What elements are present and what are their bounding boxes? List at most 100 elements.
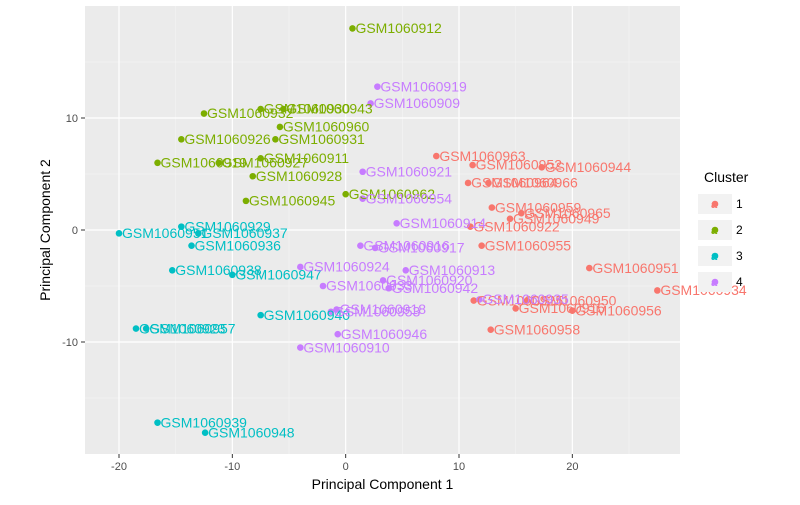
point-label: GSM1060959 [495, 199, 582, 215]
x-tick-label: 10 [453, 461, 465, 473]
point-label: GSM1060911 [264, 150, 350, 166]
point-label: GSM1060916 [363, 237, 450, 253]
data-point [433, 152, 440, 160]
data-point [488, 204, 496, 211]
legend-key-letter: a [711, 251, 718, 263]
data-point [586, 264, 593, 272]
data-point [257, 155, 264, 162]
point-label: GSM1060924 [303, 259, 390, 275]
data-point [249, 172, 257, 180]
legend-key-point [711, 252, 719, 260]
x-tick-label: -10 [224, 461, 240, 473]
point-labels: GSM1060963GSM1060952GSM1060944GSM1060964… [122, 20, 747, 440]
legend-entry-label: 4 [736, 275, 743, 289]
point-label: GSM1060927 [222, 155, 309, 171]
data-point [342, 190, 349, 198]
point-label: GSM1060922 [473, 218, 560, 234]
data-point [334, 330, 342, 338]
point-label: GSM1060943 [286, 101, 373, 117]
legend-key-letter: a [711, 225, 718, 237]
point-label: GSM1060958 [494, 321, 581, 337]
data-point [327, 308, 335, 316]
point-label: GSM1060937 [201, 225, 288, 241]
data-point [359, 195, 366, 202]
data-point [168, 267, 176, 274]
legend: Cluster a 1 a 2 a 3 a 4 [698, 169, 749, 292]
legend-key-point [711, 226, 719, 234]
data-point [538, 163, 546, 171]
point-label: GSM1060925 [477, 292, 564, 308]
data-point [385, 284, 393, 292]
point-label: GSM1060931 [278, 131, 365, 147]
legend-title: Cluster [704, 169, 749, 185]
point-label: GSM1060963 [439, 148, 526, 164]
data-points [115, 25, 661, 437]
point-label: GSM1060950 [530, 292, 617, 308]
legend-key-point [711, 278, 719, 286]
data-point [367, 100, 374, 107]
data-point [371, 244, 379, 252]
data-point [257, 105, 264, 113]
point-label: GSM1060920 [386, 272, 473, 288]
point-label: GSM1060913 [409, 262, 496, 278]
data-point [487, 326, 495, 333]
data-point [188, 242, 195, 249]
data-point [201, 429, 209, 437]
point-label: GSM1060966 [491, 175, 578, 191]
legend-entry-label: 3 [736, 249, 743, 263]
data-point [178, 223, 185, 230]
data-point [229, 271, 236, 279]
point-label: GSM1060939 [161, 414, 248, 430]
point-label: GSM1060929 [184, 218, 271, 234]
point-label: GSM1060948 [208, 424, 295, 440]
point-label: GSM1060930 [264, 101, 351, 117]
data-point [357, 242, 364, 249]
data-point [200, 110, 208, 117]
point-label: GSM1060964 [471, 175, 558, 191]
data-point [272, 135, 279, 143]
point-label: GSM1060919 [161, 155, 248, 171]
data-point [654, 287, 661, 294]
point-label: GSM1060909 [374, 95, 461, 111]
point-label: GSM1060953 [334, 303, 421, 319]
data-point [132, 325, 140, 332]
point-label: GSM1060960 [283, 119, 370, 135]
data-point [195, 230, 202, 237]
point-label: GSM1060932 [207, 105, 294, 121]
point-label: GSM1060917 [378, 240, 465, 256]
point-label: GSM1060951 [592, 260, 679, 276]
point-label: GSM1060940 [264, 307, 351, 323]
point-label: GSM1060918 [340, 301, 427, 317]
data-point [512, 305, 519, 312]
legend-key-point [711, 200, 719, 208]
data-point [154, 419, 161, 426]
data-point [276, 123, 284, 131]
data-point [464, 179, 472, 187]
point-label: GSM1060945 [249, 193, 336, 209]
point-label: GSM1060962 [349, 186, 436, 202]
axes: -20 -10 0 10 20 -10 0 10 Principal Component 1 Pr… [37, 113, 578, 492]
data-point [257, 311, 264, 319]
data-point [478, 242, 485, 249]
x-tick-label: 20 [566, 461, 578, 473]
data-point [297, 344, 304, 351]
point-label: GSM1060947 [235, 267, 322, 283]
y-tick-label: -10 [62, 337, 78, 349]
data-point [142, 325, 150, 332]
data-point [374, 83, 381, 90]
point-label: GSM1060919 [380, 78, 467, 94]
point-label: GSM1060946 [341, 326, 428, 342]
point-label: GSM1060912 [355, 20, 442, 36]
point-label: GSM1060944 [545, 159, 632, 175]
data-point [476, 296, 483, 303]
data-point [178, 135, 185, 143]
data-point [485, 179, 492, 187]
data-point [523, 297, 531, 304]
data-point [379, 277, 387, 284]
x-tick-label: -20 [111, 461, 127, 473]
point-label: GSM1060956 [575, 302, 662, 318]
data-point [319, 282, 327, 290]
point-label: GSM1060928 [256, 168, 343, 184]
data-point [349, 25, 356, 32]
